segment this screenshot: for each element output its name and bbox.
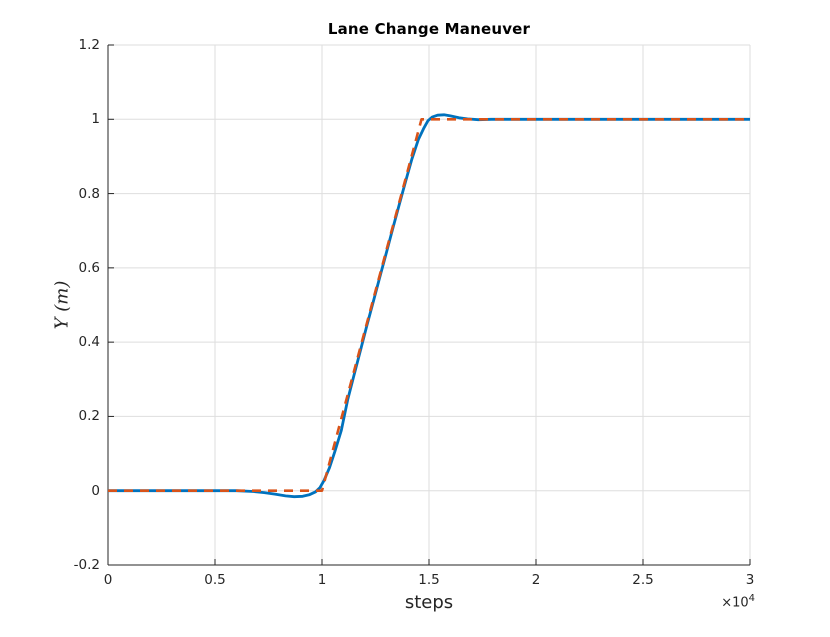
y-axis-label: Y (m) (51, 280, 73, 330)
series-layer (108, 113, 750, 499)
y-tick-label: 0.8 (78, 185, 100, 202)
x-tick-label: 0 (103, 572, 113, 588)
x-tick-label: 1 (317, 572, 327, 588)
x-axis-exponent: ×104 (690, 593, 755, 610)
chart-title: Lane Change Maneuver (327, 20, 531, 38)
x-axis-label: steps (404, 592, 454, 613)
y-tick-label: 0.4 (78, 334, 100, 351)
x-axis-exponent-base: ×10 (721, 595, 749, 611)
x-tick-label: 1.5 (418, 572, 440, 588)
x-tick-label: 3 (745, 572, 755, 588)
x-tick-label: 2.5 (632, 572, 654, 588)
y-tick-label: 0.2 (78, 408, 100, 425)
y-tick-label: 1.2 (78, 37, 100, 53)
y-tick-label: 0 (91, 482, 100, 499)
x-tick-label: 0.5 (204, 572, 226, 588)
y-tick-label: 1 (91, 111, 100, 128)
grid-layer (107, 44, 751, 566)
axis-layer (107, 44, 751, 566)
x-axis-exponent-power: 4 (748, 593, 755, 604)
y-tick-label: 0.6 (78, 259, 100, 276)
x-tick-label: 2 (531, 572, 541, 588)
series-reference-line (108, 118, 750, 492)
y-tick-label: -0.2 (73, 557, 100, 573)
